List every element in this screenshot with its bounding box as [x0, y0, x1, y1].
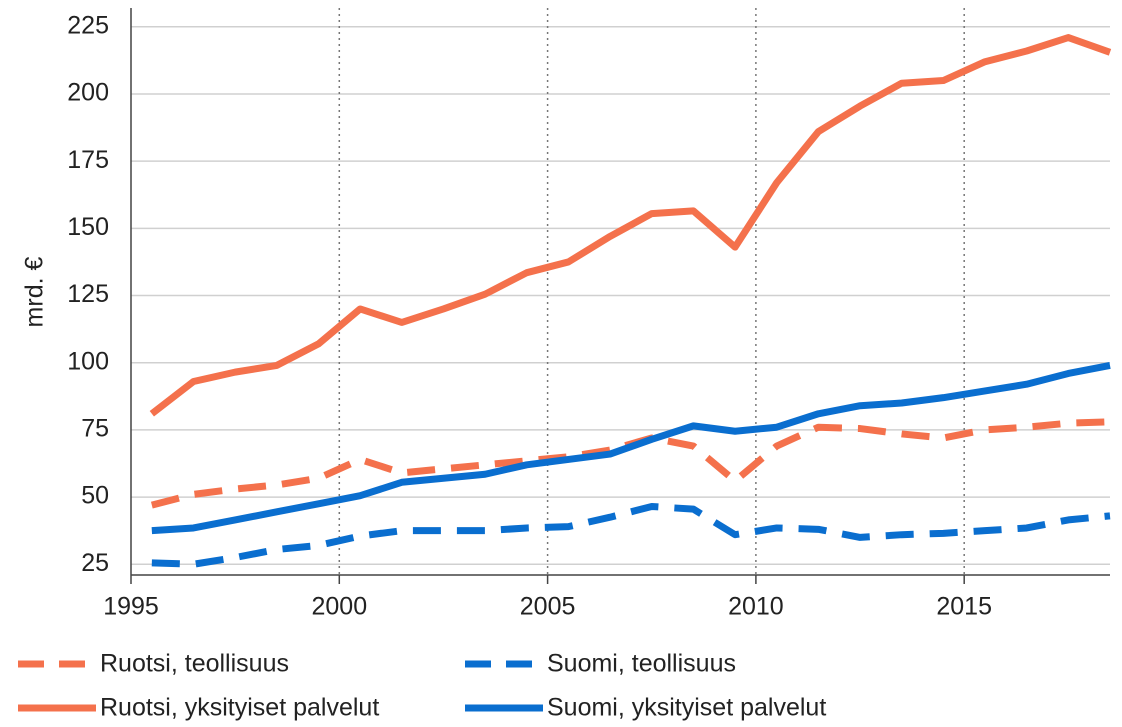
series-line — [150, 418, 1111, 509]
series-line — [149, 34, 1112, 417]
y-tick-label: 200 — [67, 79, 109, 107]
legend-label: Ruotsi, teollisuus — [100, 650, 289, 678]
y-tick-label: 75 — [81, 415, 109, 443]
x-tick-label: 2015 — [936, 593, 992, 621]
y-tick-label: 50 — [81, 482, 109, 510]
y-tick-label: 150 — [67, 213, 109, 241]
legend-label: Suomi, yksityiset palvelut — [547, 694, 826, 722]
y-tick-label: 175 — [67, 146, 109, 174]
series-line — [151, 502, 1111, 568]
y-tick-label: 25 — [81, 549, 109, 577]
legend-label: Suomi, teollisuus — [547, 650, 736, 678]
y-tick-label: 125 — [67, 280, 109, 308]
x-tick-label: 2000 — [311, 593, 367, 621]
x-tick-label: 1995 — [103, 593, 159, 621]
x-tick-label: 2005 — [520, 593, 576, 621]
y-tick-label: 100 — [67, 347, 109, 375]
x-tick-label: 2010 — [728, 593, 784, 621]
y-tick-label: 225 — [67, 11, 109, 39]
y-axis-label: mrd. € — [21, 256, 49, 327]
series-line — [151, 361, 1111, 535]
legend-label: Ruotsi, yksityiset palvelut — [100, 694, 379, 722]
